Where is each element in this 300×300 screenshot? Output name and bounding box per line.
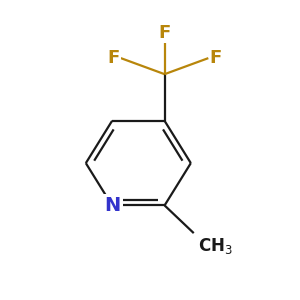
Text: F: F: [158, 24, 171, 42]
Text: F: F: [107, 49, 120, 67]
Text: N: N: [104, 196, 120, 215]
Text: CH$_3$: CH$_3$: [198, 236, 233, 256]
Text: F: F: [209, 49, 222, 67]
